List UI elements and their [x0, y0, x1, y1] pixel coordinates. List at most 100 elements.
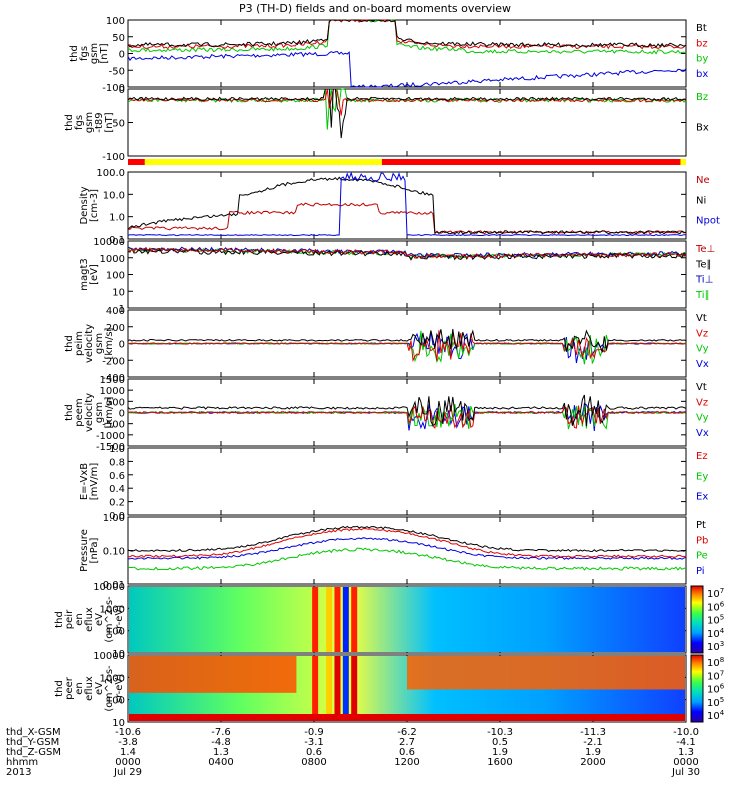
xaxis-value: 1.9 [492, 747, 508, 758]
series-dbx [127, 88, 687, 139]
series-pt [127, 525, 687, 553]
xaxis-value: -0.9 [304, 727, 324, 738]
ytick-label-temperature: 10 [112, 287, 125, 298]
series-te-perp [127, 247, 687, 259]
ytick-label-electric-field: 1.0 [109, 444, 125, 455]
ylabel-density: [cm-3] [89, 189, 100, 222]
peer-spectrogram-image-stripe [334, 656, 341, 721]
ylabel-temperature: [eV] [89, 264, 100, 285]
series-pb [127, 527, 687, 558]
figure-title: P3 (TH-D) fields and on-board moments ov… [238, 2, 512, 15]
ytick-label-peir-spectrogram: 10 [112, 649, 125, 660]
legend-temperature-Te⊥: Te⊥ [695, 244, 715, 255]
ylabel-peim-velocity: peim [74, 331, 85, 356]
ylabel-pressure: [nPa] [89, 537, 100, 563]
xaxis-value: 0400 [208, 757, 233, 768]
colorbar-tick: 105 [707, 696, 724, 709]
ytick-label-peer-spectrogram: 10 [112, 718, 125, 729]
xaxis-value: -3.8 [118, 737, 138, 748]
ylabel-fgs: thd [69, 45, 80, 62]
ylabel-peer-spectrogram: eV [94, 682, 105, 695]
series-by [127, 19, 687, 55]
xaxis-value: 0.5 [492, 737, 508, 748]
legend-peim-velocity-Vz: Vz [696, 328, 708, 339]
ytick-label-fgs-t89: -50 [109, 119, 125, 130]
ylabel-peer-spectrogram: sr-eV) [114, 674, 125, 703]
region-bar-segment [680, 159, 686, 165]
legend-pressure-Pe: Pe [696, 551, 708, 562]
legend-pressure-Pt: Pt [696, 520, 706, 531]
xaxis-value: 1.3 [213, 747, 229, 758]
xaxis-value: -10.6 [115, 727, 141, 738]
peir-spectrogram-image-stripe [326, 587, 333, 652]
ylabel-peim-velocity: [km/s] [104, 327, 115, 359]
ylabel-fgs-t89: fgs [74, 115, 85, 130]
peer-spectrogram-image-band [129, 656, 297, 693]
xaxis-value: 0000 [115, 757, 140, 768]
ytick-label-fgs: 0 [119, 50, 125, 61]
ylabel-fgs: [nT] [99, 43, 110, 63]
legend-temperature-Te∥: Te∥ [695, 259, 712, 270]
ylabel-fgs-t89: -t89 [94, 112, 105, 132]
region-bar-segment [144, 159, 382, 165]
ytick-label-peem-velocity: 1000 [100, 386, 125, 397]
xaxis-row-label: hhmm [6, 757, 38, 768]
xaxis-value: 1.3 [678, 747, 694, 758]
legend-density-Ni: Ni [696, 195, 706, 206]
legend-fgs-bz: bz [696, 38, 708, 49]
ytick-label-electric-field: 0.0 [109, 511, 125, 522]
panel-frame-electric-field [127, 447, 687, 516]
peer-spectrogram-image-stripe [351, 656, 358, 721]
ylabel-pressure: Pressure [79, 529, 90, 572]
ytick-label-peir-spectrogram: 10000 [93, 582, 125, 593]
ylabel-peem-velocity: thd [64, 404, 75, 421]
peir-spectrogram-image-stripe [334, 587, 341, 652]
ylabel-peir-spectrogram: eflux [84, 607, 95, 632]
ylabel-peim-velocity: thd [64, 335, 75, 352]
colorbar-tick: 106 [707, 683, 725, 696]
ytick-label-electric-field: 0.2 [109, 498, 125, 509]
xaxis-value: -7.6 [211, 727, 231, 738]
series-peem-vt [127, 394, 687, 427]
legend-fgs-t89-Bz: Bz [696, 92, 708, 103]
xaxis-value: -2.1 [583, 737, 603, 748]
series-bx [127, 50, 687, 88]
ytick-label-density: 1.0 [109, 213, 125, 224]
legend-peem-velocity-Vy: Vy [696, 413, 709, 424]
ylabel-peir-spectrogram: thd [54, 611, 65, 628]
ylabel-fgs-t89: gsm [84, 112, 95, 133]
peer-spectrogram-image-band [129, 714, 685, 721]
colorbar [690, 585, 704, 654]
ylabel-peer-spectrogram: (cm^2-s- [104, 665, 115, 712]
ytick-label-peer-spectrogram: 1000 [100, 673, 125, 684]
ylabel-peir-spectrogram: (cm^2-s- [104, 596, 115, 643]
series-peim-2 [127, 330, 687, 363]
peer-spectrogram-image-stripe [326, 656, 333, 721]
series-bz [127, 19, 687, 50]
ytick-label-temperature: 1 [119, 304, 125, 315]
legend-peim-velocity-Vx: Vx [696, 359, 709, 370]
legend-temperature-Ti∥: Ti∥ [695, 290, 710, 301]
xaxis-value: -10.3 [487, 727, 513, 738]
ylabel-peim-velocity: velocity [84, 324, 95, 363]
ylabel-peir-spectrogram: sr-eV) [114, 605, 125, 634]
legend-peem-velocity-Vx: Vx [696, 428, 709, 439]
legend-electric-field-Ex: Ex [696, 492, 708, 503]
colorbar-tick: 104 [707, 709, 725, 722]
ytick-label-electric-field: 0.4 [109, 484, 125, 495]
legend-pressure-Pb: Pb [696, 535, 708, 546]
ylabel-fgs-t89: thd [64, 114, 75, 131]
ytick-label-peir-spectrogram: 1000 [100, 604, 125, 615]
ylabel-peer-spectrogram: eflux [84, 676, 95, 701]
colorbar-tick: 106 [707, 600, 725, 613]
ytick-label-peim-velocity: 0 [119, 340, 125, 351]
ytick-label-fgs: -50 [109, 66, 125, 77]
legend-fgs-Bt: Bt [696, 23, 707, 34]
ylabel-peim-velocity: gsm [94, 333, 105, 354]
ytick-label-density: 100.0 [96, 168, 125, 179]
xaxis-value: 0800 [301, 757, 326, 768]
legend-peim-velocity-Vt: Vt [696, 313, 707, 324]
ytick-label-pressure: 0.01 [103, 580, 125, 591]
